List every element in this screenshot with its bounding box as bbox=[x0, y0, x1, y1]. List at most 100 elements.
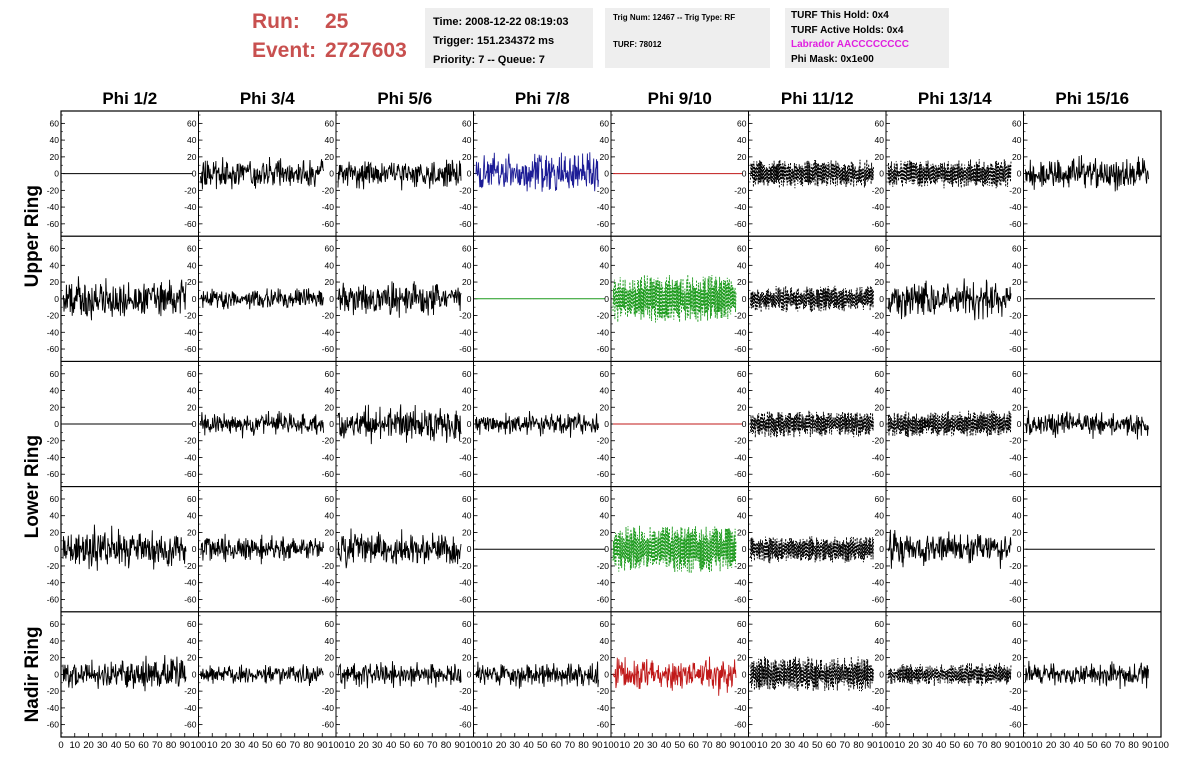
panel: -60 -40 -20 0 20 40 60 bbox=[459, 486, 612, 613]
x-tick-label: 100 bbox=[328, 740, 344, 751]
y-tick-label: 20 bbox=[325, 152, 335, 162]
y-tick-label: -20 bbox=[459, 185, 472, 195]
trace-waveform bbox=[337, 159, 462, 191]
y-tick-label: 0 bbox=[1017, 169, 1022, 179]
y-tick-label: 60 bbox=[325, 118, 335, 128]
y-tick-label: -20 bbox=[734, 686, 747, 696]
x-tick-label: 30 bbox=[784, 740, 795, 751]
y-tick-label: 40 bbox=[187, 636, 197, 646]
y-tick-label: 60 bbox=[187, 244, 197, 254]
trace-waveform bbox=[1025, 410, 1149, 440]
y-tick-label: 0 bbox=[742, 294, 747, 304]
y-tick-label: 40 bbox=[1012, 386, 1022, 396]
y-tick-label: 20 bbox=[875, 653, 885, 663]
y-tick-label: -60 bbox=[1009, 219, 1022, 229]
y-tick-label: 20 bbox=[187, 152, 197, 162]
y-tick-label: 60 bbox=[187, 494, 197, 504]
y-tick-label: 20 bbox=[875, 402, 885, 412]
y-tick-label: -60 bbox=[872, 720, 885, 730]
y-tick-label: -60 bbox=[322, 219, 335, 229]
panel: -60 -40 -20 0 20 40 60 bbox=[184, 360, 337, 488]
y-tick-label: -20 bbox=[459, 686, 472, 696]
y-tick-label: -40 bbox=[872, 703, 885, 713]
x-tick-label: 10 bbox=[482, 740, 493, 751]
y-tick-label: -60 bbox=[322, 469, 335, 479]
y-tick-label: -60 bbox=[184, 469, 197, 479]
x-tick-label: 80 bbox=[716, 740, 727, 751]
y-tick-label: -60 bbox=[1009, 594, 1022, 604]
panel: -60 -40 -20 0 20 40 60 bbox=[184, 486, 337, 613]
y-tick-label: 40 bbox=[325, 511, 335, 521]
y-tick-label: 0 bbox=[54, 169, 59, 179]
x-tick-label: 0 bbox=[58, 740, 63, 751]
y-tick-label: 40 bbox=[737, 636, 747, 646]
x-tick-label: 80 bbox=[853, 740, 864, 751]
x-tick-label: 10 bbox=[69, 740, 80, 751]
y-tick-label: -20 bbox=[1009, 686, 1022, 696]
x-tick-label: 80 bbox=[991, 740, 1002, 751]
y-tick-label: 0 bbox=[604, 294, 609, 304]
panel: -60 -40 -20 0 20 40 60 bbox=[47, 486, 199, 613]
x-tick-label: 40 bbox=[386, 740, 397, 751]
y-tick-label: -20 bbox=[322, 185, 335, 195]
x-tick-label: 30 bbox=[372, 740, 383, 751]
y-tick-label: -40 bbox=[47, 578, 60, 588]
panel: -60 -40 -20 0 20 40 60 bbox=[597, 360, 749, 488]
y-tick-label: 0 bbox=[192, 669, 197, 679]
y-tick-label: 60 bbox=[875, 118, 885, 128]
x-tick-label: 20 bbox=[83, 740, 94, 751]
x-tick-label: 10 bbox=[344, 740, 355, 751]
y-tick-label: 20 bbox=[600, 402, 610, 412]
event-label: Event: bbox=[252, 39, 317, 62]
trace-waveform bbox=[200, 410, 324, 439]
y-tick-label: 20 bbox=[462, 402, 472, 412]
y-tick-label: -20 bbox=[734, 436, 747, 446]
y-tick-label: 0 bbox=[329, 669, 334, 679]
x-tick-label: 60 bbox=[138, 740, 149, 751]
y-tick-label: 40 bbox=[1012, 135, 1022, 145]
y-tick-label: -40 bbox=[734, 327, 747, 337]
y-tick-label: -40 bbox=[184, 452, 197, 462]
y-tick-label: 0 bbox=[467, 669, 472, 679]
y-tick-label: -20 bbox=[1009, 185, 1022, 195]
y-tick-label: 40 bbox=[187, 386, 197, 396]
y-tick-label: 60 bbox=[875, 494, 885, 504]
panel: -60 -40 -20 0 20 40 60 bbox=[322, 110, 474, 237]
y-tick-label: -20 bbox=[322, 686, 335, 696]
y-tick-label: 40 bbox=[737, 511, 747, 521]
trace-waveform bbox=[750, 410, 874, 438]
y-tick-label: 60 bbox=[462, 494, 472, 504]
y-tick-label: 20 bbox=[1012, 277, 1022, 287]
x-tick-label: 100 bbox=[191, 740, 207, 751]
y-tick-label: 40 bbox=[325, 135, 335, 145]
y-tick-label: 60 bbox=[875, 244, 885, 254]
x-tick-label: 60 bbox=[276, 740, 287, 751]
panel: -60 -40 -20 0 20 40 60 bbox=[872, 235, 1024, 362]
y-tick-label: 20 bbox=[600, 277, 610, 287]
y-tick-label: -40 bbox=[47, 452, 60, 462]
y-tick-label: -40 bbox=[1009, 327, 1022, 337]
panel: -60 -40 -20 0 20 40 60 bbox=[459, 360, 612, 488]
trace-waveform bbox=[337, 528, 462, 569]
y-tick-label: 0 bbox=[54, 669, 59, 679]
y-tick-label: 20 bbox=[462, 277, 472, 287]
y-tick-label: 20 bbox=[187, 527, 197, 537]
y-tick-label: 60 bbox=[325, 494, 335, 504]
column-title: Phi 5/6 bbox=[377, 89, 432, 108]
trace-waveform bbox=[1025, 155, 1149, 192]
y-tick-label: -60 bbox=[47, 344, 60, 354]
y-tick-label: -60 bbox=[872, 344, 885, 354]
y-tick-label: 40 bbox=[462, 135, 472, 145]
column-title: Phi 9/10 bbox=[648, 89, 712, 108]
x-tick-label: 60 bbox=[551, 740, 562, 751]
y-tick-label: 0 bbox=[329, 419, 334, 429]
y-tick-label: 60 bbox=[1012, 244, 1022, 254]
y-tick-label: 40 bbox=[462, 511, 472, 521]
x-tick-label: 50 bbox=[812, 740, 823, 751]
panel: -60 -40 -20 0 20 40 60 bbox=[322, 235, 474, 362]
y-tick-label: 40 bbox=[600, 511, 610, 521]
y-tick-label: 40 bbox=[875, 260, 885, 270]
y-tick-label: -60 bbox=[47, 469, 60, 479]
